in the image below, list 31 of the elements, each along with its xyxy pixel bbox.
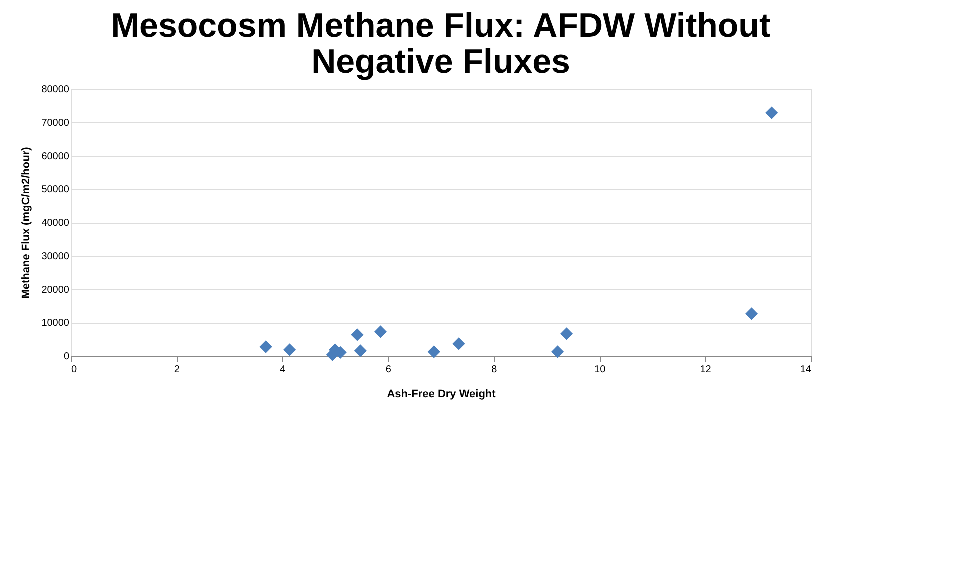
x-tick-label: 14 <box>800 364 812 376</box>
y-tick-label: 30000 <box>42 251 70 262</box>
point <box>745 308 758 320</box>
point <box>351 328 364 342</box>
x-tick-label: 6 <box>386 364 392 376</box>
point <box>374 326 388 338</box>
point <box>428 346 440 358</box>
point <box>260 340 272 354</box>
point <box>452 338 466 350</box>
y-axis-title: Methane Flux (mgC/m2/hour) <box>20 146 33 299</box>
x-tick-label: 2 <box>174 364 180 376</box>
y-tick-label: 10000 <box>42 318 70 330</box>
x-tick-label: 12 <box>700 364 712 376</box>
x-tick-label: 4 <box>280 364 286 376</box>
y-tick-label: 40000 <box>42 218 70 229</box>
y-tick-label: 50000 <box>42 184 70 196</box>
x-axis-title: Ash-Free Dry Weight <box>387 388 496 400</box>
chart-title: Mesocosm Methane Flux: AFDW Without Negative Fluxes <box>111 7 771 81</box>
point <box>766 106 778 120</box>
point <box>284 344 296 356</box>
x-tick-label: 8 <box>492 364 498 376</box>
y-tick-label: 70000 <box>42 118 70 129</box>
x-tick-label: 0 <box>72 364 78 376</box>
point <box>560 328 574 340</box>
y-tick-label: 60000 <box>42 151 70 162</box>
y-tick-label: 80000 <box>42 84 70 96</box>
x-tick-label: 10 <box>594 364 606 376</box>
point <box>354 344 367 358</box>
y-tick-label: 0 <box>64 352 70 362</box>
point <box>551 346 564 358</box>
y-tick-label: 20000 <box>42 284 70 296</box>
